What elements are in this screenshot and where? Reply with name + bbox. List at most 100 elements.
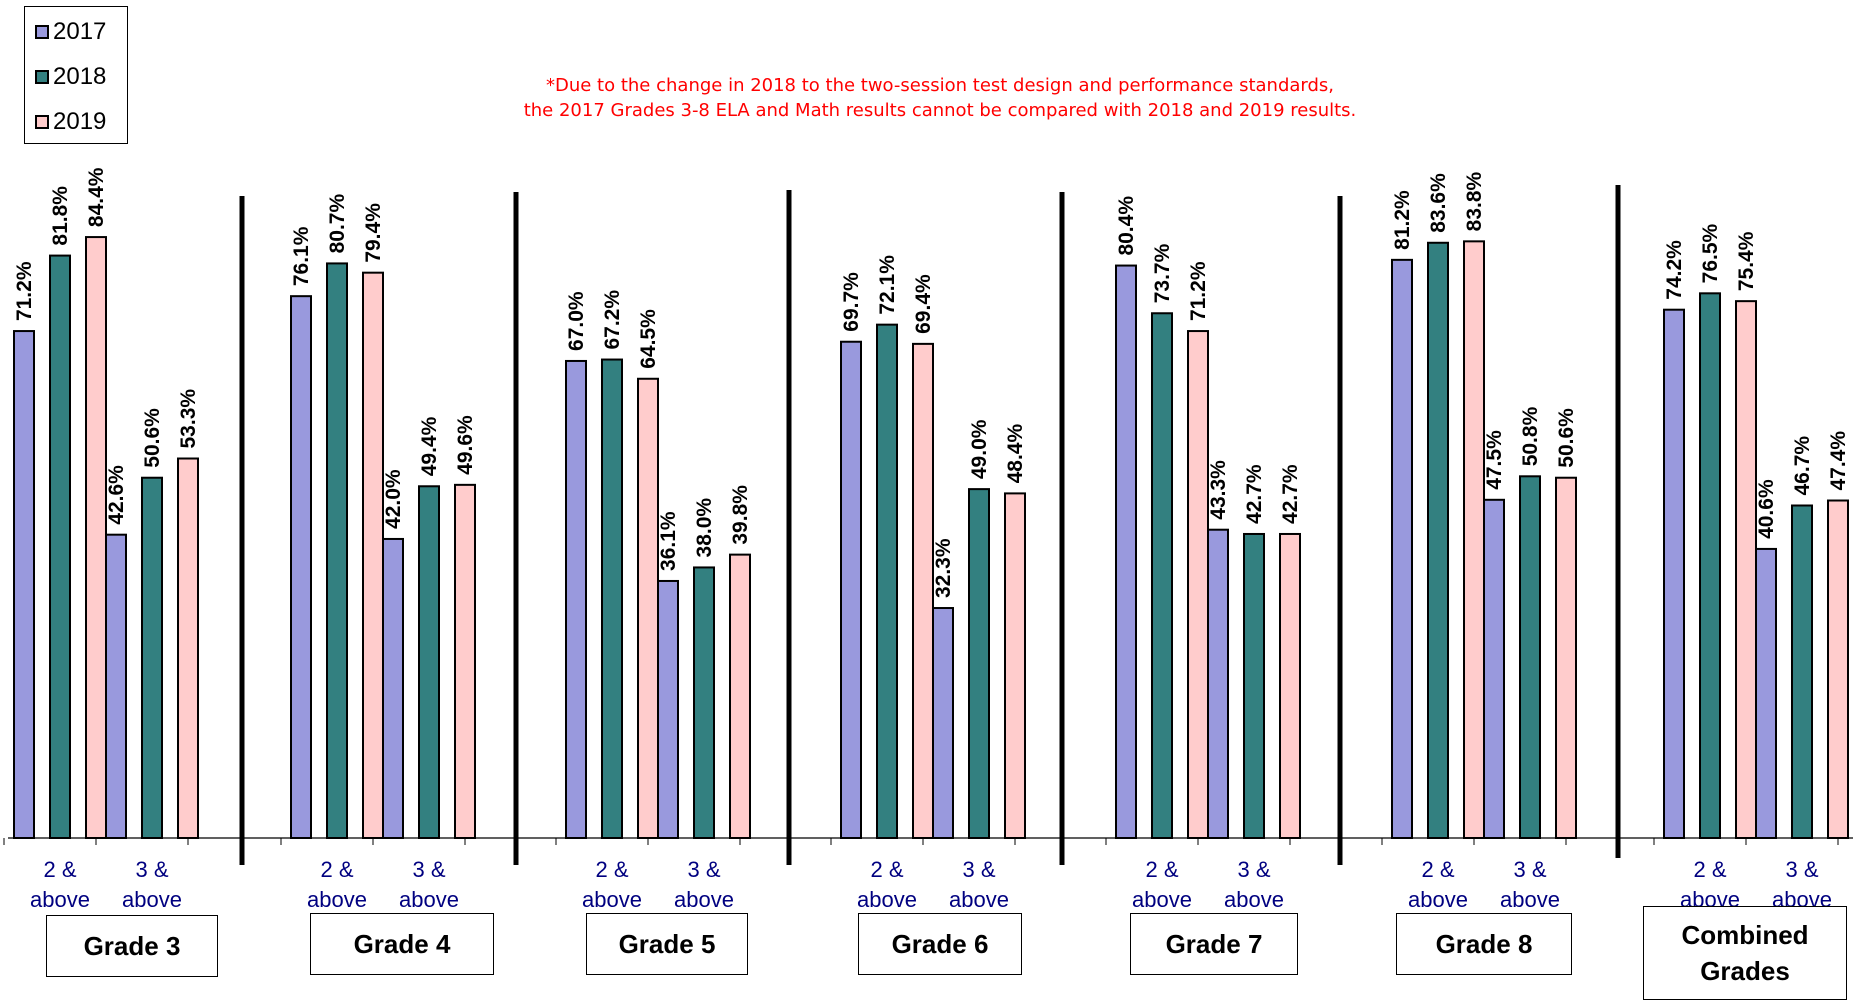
bar-value-label: 83.8% xyxy=(1463,171,1486,231)
bar-2019 xyxy=(1279,532,1301,839)
category-label-line-1: 2 & xyxy=(43,857,76,882)
group-label-grade-4: Grade 4 xyxy=(310,913,494,975)
category-label-line-2: above xyxy=(122,887,182,912)
bar-value-label: 38.0% xyxy=(693,498,716,558)
category-label-line-1: 2 & xyxy=(1693,857,1726,882)
bar-2018 xyxy=(49,254,71,840)
bar-value-label: 47.5% xyxy=(1483,430,1506,490)
bar-value-label: 69.7% xyxy=(840,272,863,332)
bar-2019 xyxy=(177,457,199,839)
group-label-grade-3: Grade 3 xyxy=(46,915,218,977)
bar-2017 xyxy=(1755,547,1777,839)
bar-value-label: 71.2% xyxy=(13,261,36,321)
bar-2019 xyxy=(729,553,751,840)
bar-value-label: 71.2% xyxy=(1187,261,1210,321)
bar-value-label: 67.2% xyxy=(601,290,624,350)
bar-value-label: 83.6% xyxy=(1427,173,1450,233)
bar-2019 xyxy=(1187,330,1209,839)
legend-swatch-2019 xyxy=(35,115,49,129)
bar-2018 xyxy=(1699,292,1721,839)
category-label-line-2: above xyxy=(674,887,734,912)
bar-value-label: 84.4% xyxy=(85,167,108,227)
bar-2018 xyxy=(1791,504,1813,839)
bar-2017 xyxy=(840,340,862,839)
bar-value-label: 72.1% xyxy=(876,255,899,315)
bar-2018 xyxy=(326,262,348,839)
bar-2019 xyxy=(362,271,384,839)
category-label-line-2: above xyxy=(1500,887,1560,912)
category-label-line-2: above xyxy=(1132,887,1192,912)
category-label-line-2: above xyxy=(857,887,917,912)
category-label-line-2: above xyxy=(582,887,642,912)
group-label-grade-5: Grade 5 xyxy=(586,913,748,975)
bar-value-label: 50.6% xyxy=(1555,408,1578,468)
category-label-line-1: 3 & xyxy=(1513,857,1546,882)
category-label-line-1: 3 & xyxy=(135,857,168,882)
legend-item-2019: 2019 xyxy=(35,107,106,137)
bar-2018 xyxy=(1427,241,1449,839)
bar-2017 xyxy=(932,607,954,839)
bar-value-label: 36.1% xyxy=(657,511,680,571)
bar-2018 xyxy=(1243,532,1265,839)
category-labels: 2 & above 3 & above 2 & above 3 & above 2 & above… xyxy=(30,857,1832,912)
bar-value-label: 76.5% xyxy=(1699,223,1722,283)
bar-2017 xyxy=(1207,528,1229,839)
group-label-combined-grades: Combined Grades xyxy=(1643,906,1847,1000)
bar-2018 xyxy=(418,485,440,839)
category-label-line-2: above xyxy=(949,887,1009,912)
bar-value-label: 53.3% xyxy=(177,389,200,449)
bar-value-label: 49.4% xyxy=(418,416,441,476)
legend-label-2018: 2018 xyxy=(53,63,107,90)
bar-2019 xyxy=(1555,476,1577,839)
bar-value-label: 39.8% xyxy=(729,485,752,545)
bar-value-label: 76.1% xyxy=(290,226,313,286)
bar-2017 xyxy=(290,295,312,839)
bar-2018 xyxy=(968,488,990,839)
bars xyxy=(13,236,1849,840)
category-label-line-2: above xyxy=(30,887,90,912)
bar-2019 xyxy=(1004,492,1026,839)
bar-2018 xyxy=(1151,312,1173,840)
bar-value-label: 48.4% xyxy=(1004,424,1027,484)
legend-label-2019: 2019 xyxy=(53,108,107,135)
bar-2019 xyxy=(1735,300,1757,840)
category-label-line-1: 2 & xyxy=(595,857,628,882)
bar-2018 xyxy=(1519,475,1541,839)
bar-value-label: 43.3% xyxy=(1207,460,1230,520)
chart-note-line-1: *Due to the change in 2018 to the two-se… xyxy=(545,75,1335,96)
category-label-line-2: above xyxy=(307,887,367,912)
chart-note-line-2: the 2017 Grades 3-8 ELA and Math results… xyxy=(523,100,1357,121)
bar-value-label: 73.7% xyxy=(1151,243,1174,303)
bar-labels: 71.2% 81.8% 84.4% 42.6% 50.6% 53.3% 76.1% 80.7%… xyxy=(13,167,1850,598)
bar-value-label: 79.4% xyxy=(362,203,385,263)
group-label-combined-line-1: Combined xyxy=(1681,920,1809,950)
bar-value-label: 42.6% xyxy=(105,465,128,525)
bar-value-label: 50.6% xyxy=(141,408,164,468)
legend: 2017 2018 2019 xyxy=(24,6,128,144)
legend-item-2018: 2018 xyxy=(35,62,106,92)
bar-2017 xyxy=(1115,264,1137,839)
category-label-line-1: 3 & xyxy=(1785,857,1818,882)
legend-swatch-2017 xyxy=(35,25,49,39)
bar-2019 xyxy=(85,236,107,839)
bar-2019 xyxy=(912,342,934,839)
bar-value-label: 80.7% xyxy=(326,194,349,254)
bar-value-label: 42.7% xyxy=(1279,464,1302,524)
bar-value-label: 75.4% xyxy=(1735,231,1758,291)
bar-value-label: 67.0% xyxy=(565,291,588,351)
category-label-line-2: above xyxy=(1408,887,1468,912)
bar-value-label: 80.4% xyxy=(1115,196,1138,256)
bar-value-label: 42.7% xyxy=(1243,464,1266,524)
bar-2017 xyxy=(1391,258,1413,839)
category-label-line-1: 3 & xyxy=(1237,857,1270,882)
category-label-line-1: 2 & xyxy=(1421,857,1454,882)
legend-swatch-2018 xyxy=(35,70,49,84)
bar-value-label: 49.6% xyxy=(454,415,477,475)
category-label-line-1: 3 & xyxy=(962,857,995,882)
bar-value-label: 50.8% xyxy=(1519,406,1542,466)
bar-value-label: 74.2% xyxy=(1663,240,1686,300)
bar-2018 xyxy=(141,476,163,839)
group-label-grade-6: Grade 6 xyxy=(858,913,1022,975)
bar-2019 xyxy=(1463,240,1485,839)
